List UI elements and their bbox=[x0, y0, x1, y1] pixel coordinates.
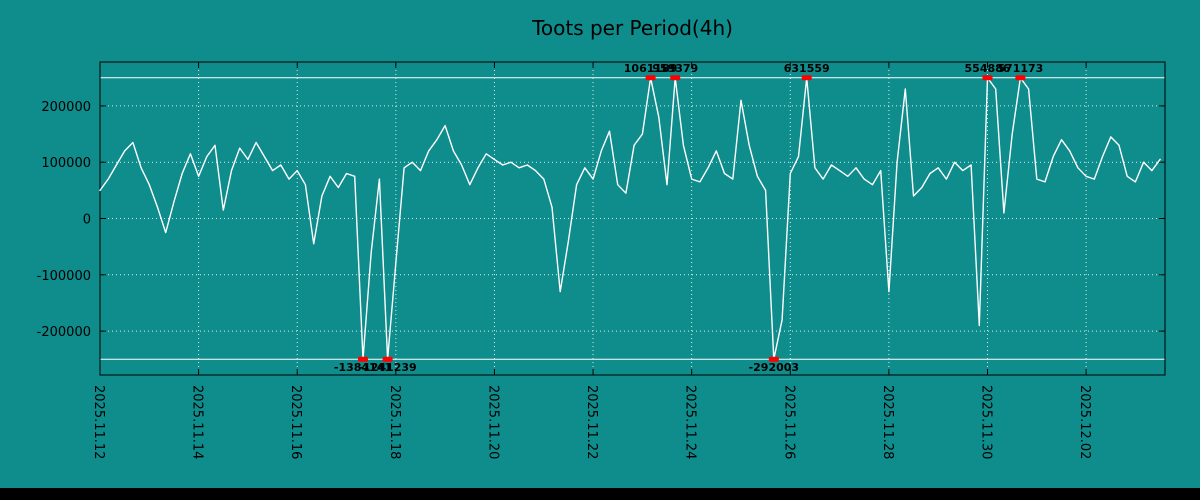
y-tick-label: -200000 bbox=[37, 325, 91, 340]
clip-marker bbox=[982, 75, 993, 81]
grid-layer bbox=[99, 62, 1165, 375]
chart-title: Toots per Period(4h) bbox=[532, 16, 733, 40]
y-tick-label: 100000 bbox=[41, 156, 91, 171]
x-tick-label: 2025.11.20 bbox=[485, 385, 500, 459]
x-tick-label: 2025.11.24 bbox=[683, 385, 698, 459]
clip-marker bbox=[1015, 75, 1026, 81]
extreme-value-label: -292003 bbox=[749, 361, 800, 374]
x-tick-label: 2025.11.26 bbox=[781, 385, 796, 459]
extreme-value-label: 631559 bbox=[784, 62, 830, 75]
y-tick-label: -100000 bbox=[37, 269, 91, 284]
extreme-value-label: 1061189 bbox=[624, 62, 678, 75]
extreme-value-label: 959379 bbox=[652, 62, 698, 75]
clip-marker bbox=[801, 75, 812, 81]
clip-marker bbox=[768, 356, 779, 362]
footer-bar bbox=[0, 488, 1200, 500]
x-tick-label: 2025.11.16 bbox=[288, 385, 303, 459]
clip-marker bbox=[382, 356, 393, 362]
extreme-value-label: -1241239 bbox=[359, 361, 417, 374]
x-tick-label: 2025.11.30 bbox=[979, 385, 994, 459]
y-tick-label: 0 bbox=[83, 213, 91, 228]
y-tick-label: 200000 bbox=[41, 100, 91, 115]
clip-marker bbox=[670, 75, 681, 81]
x-tick-label: 2025.11.18 bbox=[387, 385, 402, 459]
x-tick-label: 2025.11.22 bbox=[584, 385, 599, 459]
x-tick-label: 2025.12.02 bbox=[1077, 385, 1092, 459]
clip-marker bbox=[357, 356, 368, 362]
x-tick-label: 2025.11.12 bbox=[91, 385, 106, 459]
extreme-value-label: 571173 bbox=[997, 62, 1043, 75]
x-tick-label: 2025.11.28 bbox=[880, 385, 895, 459]
series-line bbox=[99, 77, 1161, 360]
extreme-value-label: 554886 bbox=[965, 62, 1011, 75]
x-tick-label: 2025.11.14 bbox=[190, 385, 205, 459]
clip-marker bbox=[645, 75, 656, 81]
extreme-value-label: -1384141 bbox=[334, 361, 392, 374]
